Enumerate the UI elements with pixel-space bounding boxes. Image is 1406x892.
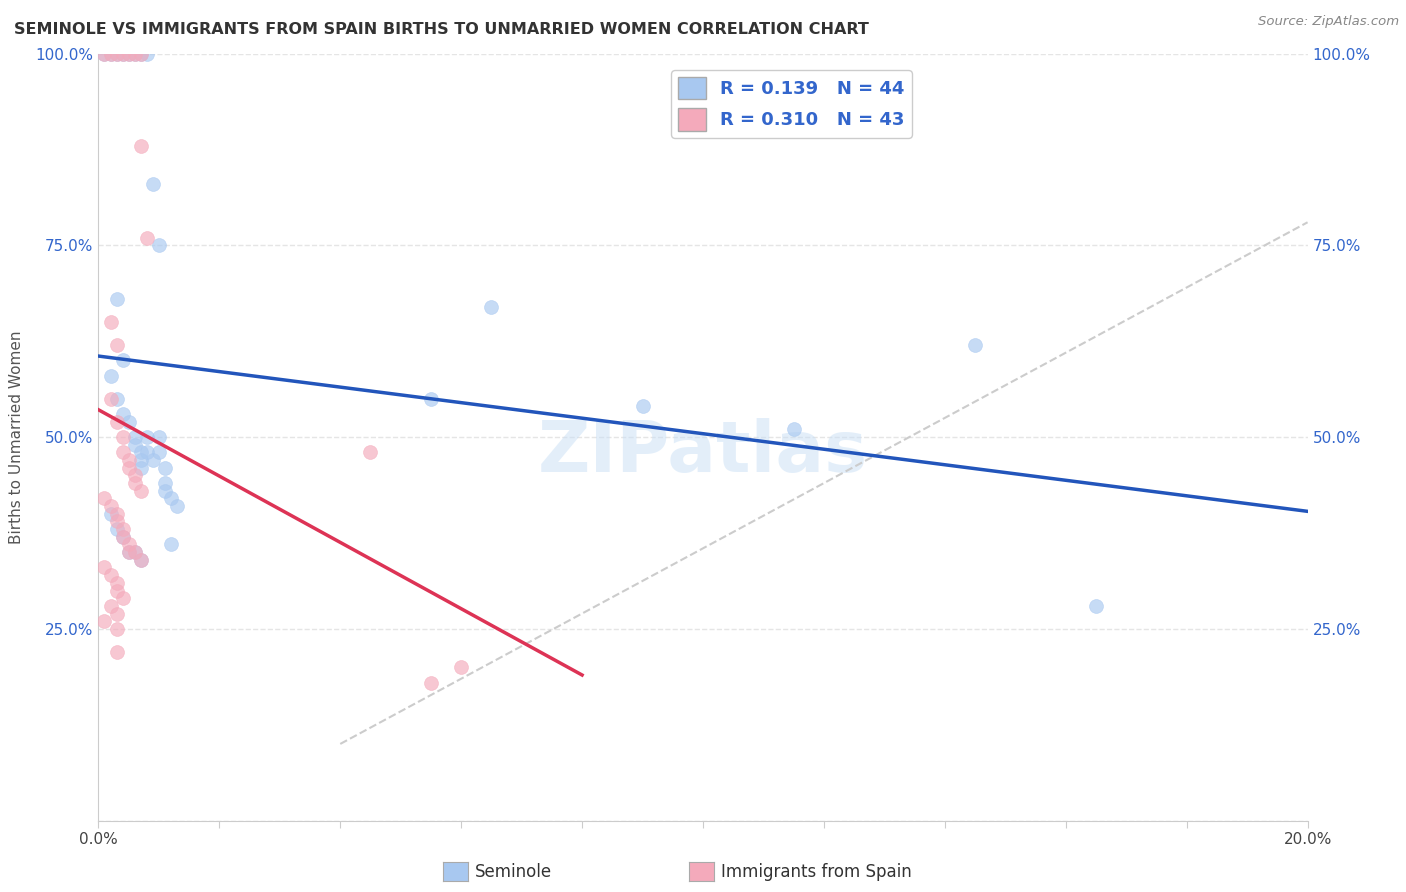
Point bbox=[105, 583, 128, 598]
Point bbox=[420, 675, 443, 690]
Point bbox=[93, 614, 115, 628]
Point bbox=[105, 392, 128, 406]
Point bbox=[105, 507, 128, 521]
Point bbox=[129, 553, 152, 567]
Point bbox=[105, 522, 128, 536]
Point bbox=[105, 515, 128, 529]
Point bbox=[105, 607, 128, 621]
Point bbox=[166, 499, 188, 513]
Point bbox=[148, 445, 170, 459]
Point bbox=[111, 530, 134, 544]
Point bbox=[631, 400, 654, 414]
Point bbox=[105, 575, 128, 590]
Point bbox=[124, 545, 146, 559]
Point bbox=[93, 491, 115, 506]
Point bbox=[420, 392, 443, 406]
Point bbox=[100, 392, 122, 406]
Point bbox=[481, 300, 503, 314]
Point bbox=[129, 453, 152, 467]
Point bbox=[118, 537, 141, 551]
Point bbox=[93, 560, 115, 574]
Point bbox=[129, 46, 152, 61]
Point bbox=[105, 292, 128, 306]
Point bbox=[118, 46, 141, 61]
Text: Immigrants from Spain: Immigrants from Spain bbox=[721, 863, 912, 881]
Point bbox=[111, 522, 134, 536]
Point bbox=[360, 445, 382, 459]
Point bbox=[118, 545, 141, 559]
Point bbox=[1085, 599, 1108, 613]
Point bbox=[100, 499, 122, 513]
Point bbox=[111, 46, 134, 61]
Point bbox=[105, 645, 128, 659]
Point bbox=[160, 537, 183, 551]
Point bbox=[100, 368, 122, 383]
Point bbox=[124, 476, 146, 491]
Point bbox=[153, 460, 176, 475]
Point bbox=[105, 622, 128, 636]
Point bbox=[148, 430, 170, 444]
Point bbox=[135, 445, 157, 459]
Point bbox=[105, 46, 128, 61]
Point bbox=[111, 591, 134, 606]
Point bbox=[129, 483, 152, 498]
Point bbox=[111, 353, 134, 368]
Point bbox=[124, 438, 146, 452]
Point bbox=[129, 553, 152, 567]
Point bbox=[111, 530, 134, 544]
Point bbox=[100, 46, 122, 61]
Text: SEMINOLE VS IMMIGRANTS FROM SPAIN BIRTHS TO UNMARRIED WOMEN CORRELATION CHART: SEMINOLE VS IMMIGRANTS FROM SPAIN BIRTHS… bbox=[14, 22, 869, 37]
Point bbox=[153, 476, 176, 491]
Point bbox=[129, 46, 152, 61]
Point bbox=[105, 338, 128, 352]
Point bbox=[148, 238, 170, 252]
Point bbox=[450, 660, 472, 674]
Text: ZIPatlas: ZIPatlas bbox=[538, 418, 868, 487]
Point bbox=[153, 483, 176, 498]
Point bbox=[783, 422, 806, 436]
Point bbox=[111, 407, 134, 421]
Point bbox=[93, 46, 115, 61]
Point bbox=[118, 453, 141, 467]
Point bbox=[100, 599, 122, 613]
Point bbox=[129, 138, 152, 153]
Point bbox=[111, 430, 134, 444]
Point bbox=[111, 46, 134, 61]
Point bbox=[124, 46, 146, 61]
Legend: R = 0.139   N = 44, R = 0.310   N = 43: R = 0.139 N = 44, R = 0.310 N = 43 bbox=[671, 70, 911, 137]
Point bbox=[105, 46, 128, 61]
Point bbox=[118, 545, 141, 559]
Point bbox=[100, 507, 122, 521]
Y-axis label: Births to Unmarried Women: Births to Unmarried Women bbox=[10, 330, 24, 544]
Point bbox=[142, 177, 165, 191]
Point bbox=[118, 460, 141, 475]
Point bbox=[100, 46, 122, 61]
Text: Source: ZipAtlas.com: Source: ZipAtlas.com bbox=[1258, 15, 1399, 29]
Point bbox=[100, 568, 122, 582]
Point bbox=[129, 460, 152, 475]
Point bbox=[111, 445, 134, 459]
Point bbox=[142, 453, 165, 467]
Point bbox=[129, 445, 152, 459]
Point bbox=[135, 230, 157, 244]
Point bbox=[93, 46, 115, 61]
Point bbox=[100, 315, 122, 329]
Point bbox=[118, 415, 141, 429]
Point bbox=[160, 491, 183, 506]
Point bbox=[124, 468, 146, 483]
Text: Seminole: Seminole bbox=[475, 863, 553, 881]
Point bbox=[124, 430, 146, 444]
Point bbox=[135, 46, 157, 61]
Point bbox=[124, 46, 146, 61]
Point bbox=[135, 430, 157, 444]
Point bbox=[124, 545, 146, 559]
Point bbox=[965, 338, 987, 352]
Point bbox=[118, 46, 141, 61]
Point bbox=[105, 415, 128, 429]
